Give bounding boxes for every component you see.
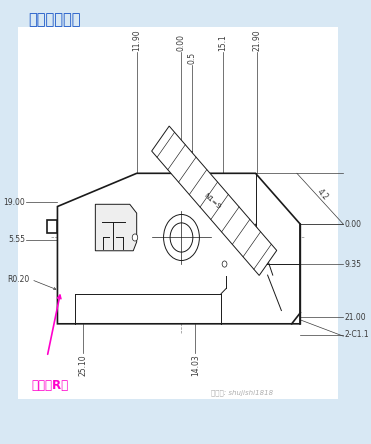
Polygon shape <box>47 220 58 233</box>
Text: 2-C1.1: 2-C1.1 <box>344 330 369 339</box>
Polygon shape <box>95 204 137 251</box>
Text: 25.10: 25.10 <box>79 354 88 376</box>
Polygon shape <box>58 173 301 324</box>
Text: 21.90: 21.90 <box>253 29 262 51</box>
Text: 0.5: 0.5 <box>187 52 196 64</box>
Text: 11.90: 11.90 <box>132 29 141 51</box>
Text: 0.00: 0.00 <box>177 34 186 51</box>
Text: 微信号: shujishi1818: 微信号: shujishi1818 <box>211 389 273 396</box>
Text: 14.03: 14.03 <box>191 354 200 376</box>
Circle shape <box>170 223 193 252</box>
Text: N1=9: N1=9 <box>203 192 222 210</box>
Text: 21.00: 21.00 <box>344 313 366 321</box>
Circle shape <box>132 234 138 241</box>
Circle shape <box>164 214 199 261</box>
Text: 0.00: 0.00 <box>344 220 361 229</box>
FancyBboxPatch shape <box>18 27 338 399</box>
Text: 冲裁凹模镶块: 冲裁凹模镶块 <box>28 12 81 27</box>
Text: R0.20: R0.20 <box>8 275 30 284</box>
Text: 4.2: 4.2 <box>315 187 330 202</box>
Text: 15.1: 15.1 <box>218 34 227 51</box>
Text: 线切割R角: 线切割R角 <box>32 379 69 392</box>
Polygon shape <box>152 126 277 275</box>
Text: 9.35: 9.35 <box>344 260 361 269</box>
Text: 19.00: 19.00 <box>4 198 25 206</box>
Text: 5.55: 5.55 <box>9 235 25 244</box>
Circle shape <box>222 261 227 267</box>
